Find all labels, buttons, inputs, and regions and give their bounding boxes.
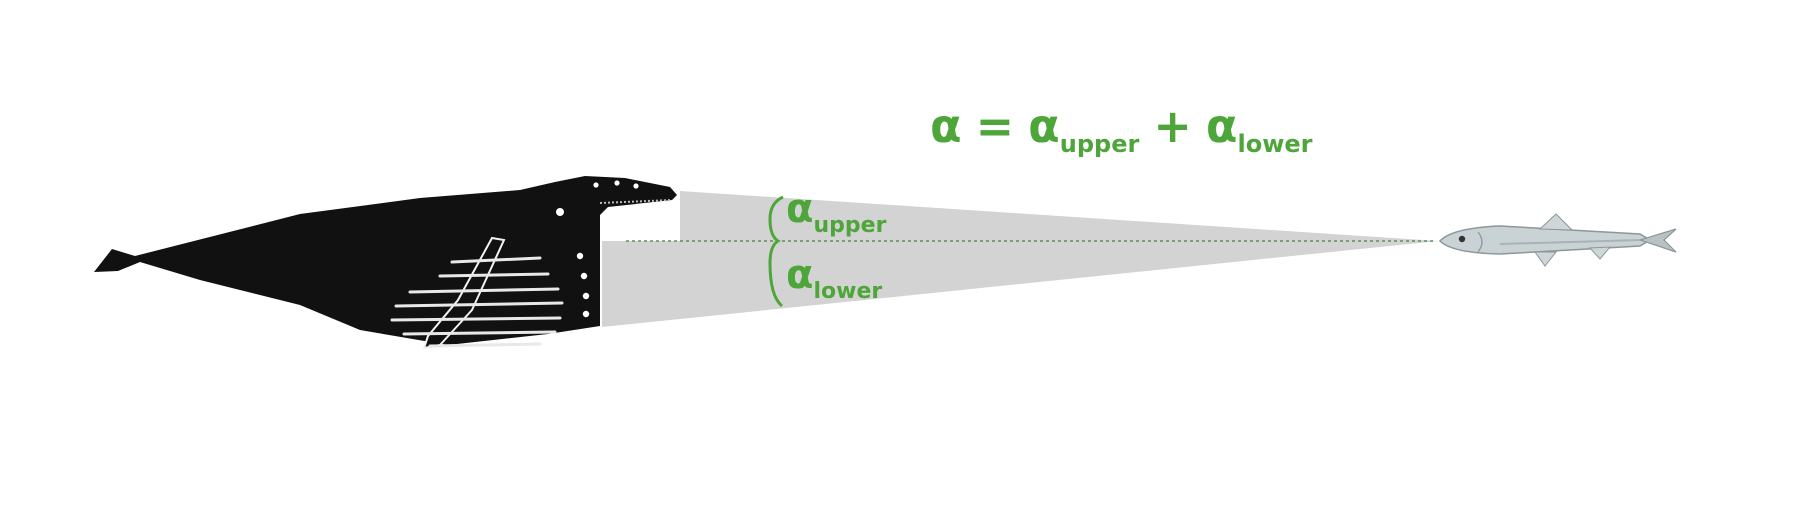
eq-alpha-lower-symbol: α [1205, 99, 1238, 153]
alpha-upper-symbol: α [786, 186, 814, 232]
alpha-lower-subscript: lower [813, 279, 883, 304]
fish-icon [1438, 213, 1677, 267]
eq-alpha-lower-subscript: lower [1237, 130, 1313, 158]
alpha-lower-label: αlower [786, 251, 882, 316]
upper-cone-region [680, 191, 1438, 241]
equation: α = αupper + αlower [930, 96, 1312, 174]
lower-cone-region [602, 241, 1438, 327]
eq-equals: = [975, 99, 1015, 153]
alpha-upper-subscript: upper [813, 213, 887, 238]
alpha-lower-symbol: α [786, 252, 814, 298]
eq-plus: + [1153, 99, 1192, 153]
eq-alpha: α [930, 99, 962, 153]
alpha-upper-label: αupper [786, 185, 886, 250]
eq-alpha-upper-symbol: α [1028, 99, 1060, 153]
angle-brace [768, 195, 784, 308]
whale-icon [94, 176, 677, 350]
eq-alpha-upper-subscript: upper [1059, 130, 1140, 158]
